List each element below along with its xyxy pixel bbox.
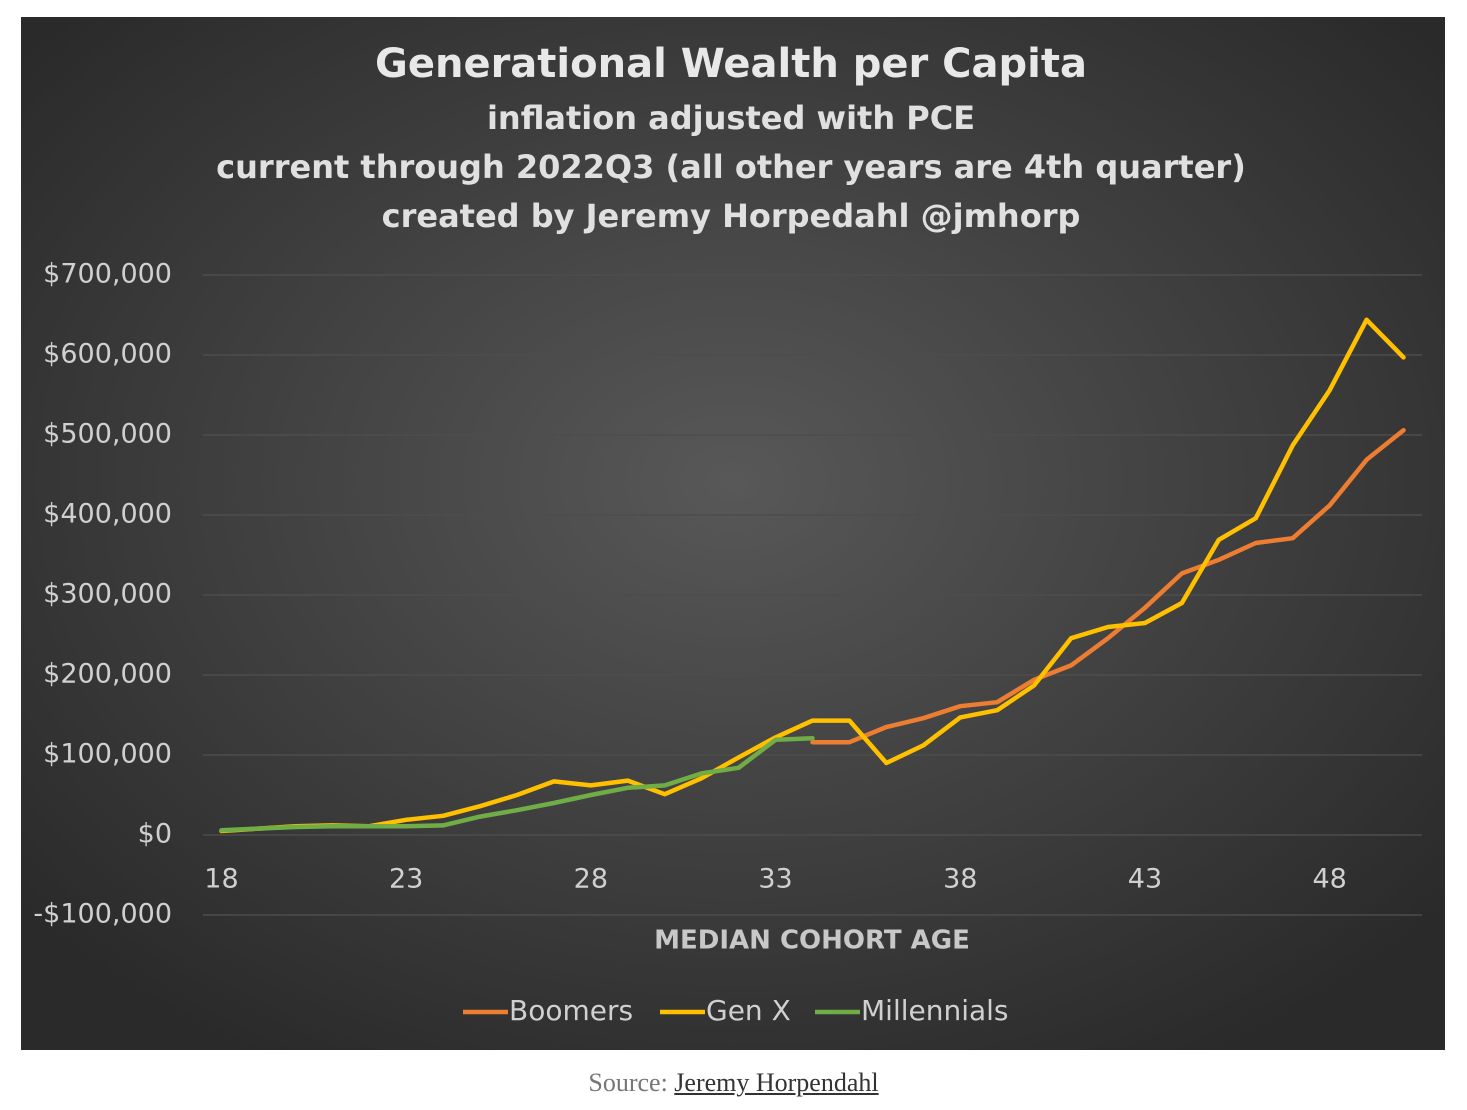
- x-tick-label: 48: [1312, 864, 1346, 895]
- series-line: [810, 427, 1406, 745]
- y-tick-label: $100,000: [43, 739, 172, 770]
- source-link[interactable]: Jeremy Horpendahl: [674, 1068, 879, 1097]
- caption: Source: Jeremy Horpendahl: [0, 1068, 1467, 1098]
- y-tick-label: $200,000: [43, 659, 172, 690]
- caption-prefix: Source:: [588, 1068, 668, 1097]
- series-line: [219, 735, 815, 833]
- legend-label: Gen X: [706, 994, 791, 1027]
- y-tick-label: $400,000: [43, 499, 172, 530]
- x-tick-label: 18: [204, 864, 238, 895]
- x-tick-label: 28: [574, 864, 608, 895]
- chart: Generational Wealth per Capita inflation…: [21, 17, 1445, 1050]
- chart-subtitle: inflation adjusted with PCE: [487, 99, 975, 137]
- chart-subtitle: created by Jeremy Horpedahl @jmhorp: [382, 197, 1081, 235]
- y-tick-label: -$100,000: [33, 899, 172, 930]
- chart-subtitle: current through 2022Q3 (all other years …: [216, 148, 1246, 186]
- y-tick-label: $0: [138, 819, 172, 850]
- x-tick-label: 33: [758, 864, 792, 895]
- y-tick-label: $600,000: [43, 339, 172, 370]
- x-axis-label: MEDIAN COHORT AGE: [654, 926, 970, 956]
- legend-label: Boomers: [509, 994, 633, 1027]
- chart-title: Generational Wealth per Capita: [375, 41, 1087, 87]
- chart-background: [21, 17, 1445, 1050]
- y-tick-label: $300,000: [43, 579, 172, 610]
- y-tick-label: $500,000: [43, 419, 172, 450]
- series-line: [219, 317, 1406, 834]
- x-tick-label: 23: [389, 864, 423, 895]
- x-tick-label: 38: [943, 864, 977, 895]
- y-tick-label: $700,000: [43, 259, 172, 290]
- x-tick-label: 43: [1128, 864, 1162, 895]
- legend-label: Millennials: [861, 994, 1009, 1027]
